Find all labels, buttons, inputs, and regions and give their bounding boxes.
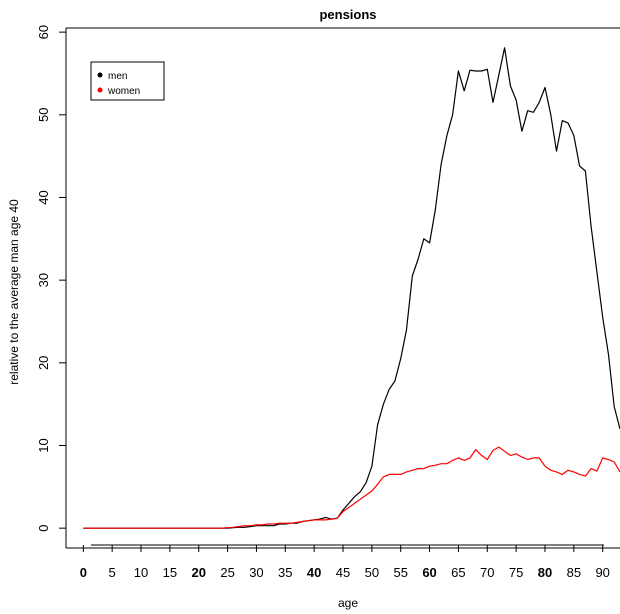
x-tick-label: 50 — [365, 565, 379, 580]
y-axis-label: relative to the average man age 40 — [7, 199, 21, 385]
legend: men women — [90, 61, 165, 101]
series-layer — [83, 47, 620, 529]
y-tick-label: 40 — [36, 190, 51, 204]
x-tick-label: 40 — [307, 565, 321, 580]
y-tick-label: 20 — [36, 356, 51, 370]
legend-label-men: men — [108, 71, 127, 82]
legend-marker-women — [97, 87, 103, 93]
x-tick-label: 70 — [480, 565, 494, 580]
x-tick-label: 85 — [567, 565, 581, 580]
y-axis: 0 10 20 30 40 50 60 — [36, 25, 67, 532]
chart-title: pensions — [319, 7, 376, 22]
legend-marker-men — [97, 72, 103, 78]
x-tick-label: 80 — [538, 565, 552, 580]
x-tick-label: 45 — [336, 565, 350, 580]
x-tick-label: 10 — [134, 565, 148, 580]
series-line-women — [83, 446, 620, 529]
y-tick-label: 0 — [36, 525, 51, 532]
x-tick-label: 65 — [451, 565, 465, 580]
y-tick-label: 50 — [36, 108, 51, 122]
x-tick-label: 35 — [278, 565, 292, 580]
x-axis: 0 5 10 15 20 25 30 35 40 45 50 55 60 65 70 75 80 85 90 — [80, 544, 610, 580]
y-tick-label: 10 — [36, 438, 51, 452]
x-tick-label: 15 — [163, 565, 177, 580]
plot-area — [65, 27, 620, 549]
x-axis-label: age — [338, 596, 358, 610]
x-tick-label: 90 — [595, 565, 609, 580]
x-tick-label: 55 — [393, 565, 407, 580]
x-tick-label: 0 — [80, 565, 87, 580]
y-tick-label: 30 — [36, 273, 51, 287]
x-tick-label: 75 — [509, 565, 523, 580]
x-tick-label: 20 — [191, 565, 205, 580]
x-ticks: 0 5 10 15 20 25 30 35 40 45 50 55 60 65 70 75 80 85 90 — [80, 545, 610, 580]
x-tick-label: 30 — [249, 565, 263, 580]
legend-label-women: women — [107, 86, 140, 97]
series-line-men — [83, 47, 620, 529]
x-tick-label: 60 — [422, 565, 436, 580]
x-tick-label: 5 — [109, 565, 116, 580]
legend-box — [90, 61, 165, 101]
x-tick-label: 25 — [220, 565, 234, 580]
y-ticks: 0 10 20 30 40 50 60 — [36, 25, 66, 532]
y-tick-label: 60 — [36, 25, 51, 39]
